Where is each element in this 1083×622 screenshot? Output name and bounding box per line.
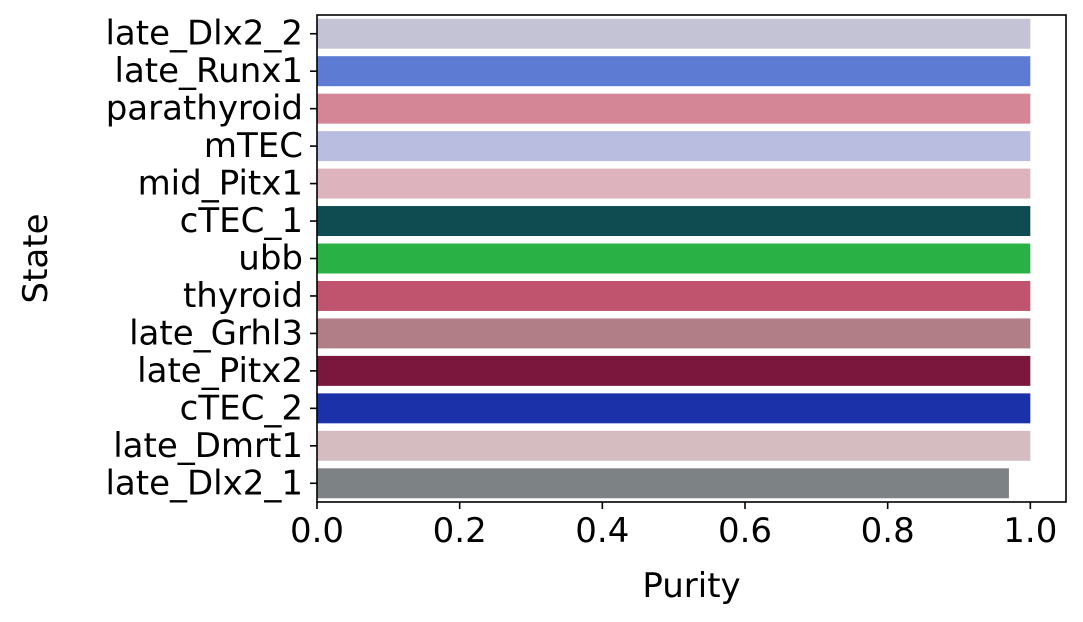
y-tick-label: late_Dmrt1 bbox=[113, 426, 303, 466]
bar-late_Dlx2_1 bbox=[317, 468, 1009, 499]
y-tick-label: late_Pitx2 bbox=[137, 351, 303, 391]
x-tick-label: 1.0 bbox=[1003, 511, 1057, 551]
bar-late_Dlx2_2 bbox=[317, 18, 1031, 49]
y-axis-ticks: late_Dlx2_2late_Runx1parathyroidmTECmid_… bbox=[105, 14, 317, 503]
y-tick-label: late_Grhl3 bbox=[129, 313, 303, 353]
y-tick-label: mid_Pitx1 bbox=[138, 164, 303, 204]
x-tick-label: 0.6 bbox=[718, 511, 772, 551]
y-tick-label: parathyroid bbox=[106, 89, 303, 129]
bar-thyroid bbox=[317, 280, 1031, 311]
bar-late_Pitx2 bbox=[317, 355, 1031, 386]
x-tick-label: 0.8 bbox=[861, 511, 915, 551]
bar-ubb bbox=[317, 243, 1031, 274]
y-tick-label: cTEC_2 bbox=[180, 388, 303, 428]
y-tick-label: late_Dlx2_2 bbox=[105, 14, 303, 54]
y-tick-label: ubb bbox=[238, 239, 303, 279]
bar-late_Grhl3 bbox=[317, 318, 1031, 349]
bar-mid_Pitx1 bbox=[317, 168, 1031, 199]
bar-parathyroid bbox=[317, 93, 1031, 124]
x-tick-label: 0.4 bbox=[575, 511, 629, 551]
y-tick-label: late_Dlx2_1 bbox=[105, 463, 303, 503]
y-tick-label: cTEC_1 bbox=[180, 201, 303, 241]
y-axis-label: State bbox=[16, 214, 56, 304]
bar-cTEC_2 bbox=[317, 393, 1031, 424]
y-tick-label: late_Runx1 bbox=[115, 51, 303, 91]
bar-mTEC bbox=[317, 131, 1031, 162]
y-tick-label: mTEC bbox=[204, 126, 303, 166]
x-axis-ticks: 0.0 0.2 0.4 0.6 0.8 1.0 bbox=[290, 502, 1057, 551]
x-tick-label: 0.0 bbox=[290, 511, 344, 551]
x-axis-label: Purity bbox=[642, 566, 740, 606]
y-tick-label: thyroid bbox=[183, 276, 303, 316]
x-tick-label: 0.2 bbox=[433, 511, 487, 551]
bar-cTEC_1 bbox=[317, 206, 1031, 237]
bars-group bbox=[317, 18, 1031, 499]
bar-late_Runx1 bbox=[317, 56, 1031, 87]
bar-late_Dmrt1 bbox=[317, 430, 1031, 461]
